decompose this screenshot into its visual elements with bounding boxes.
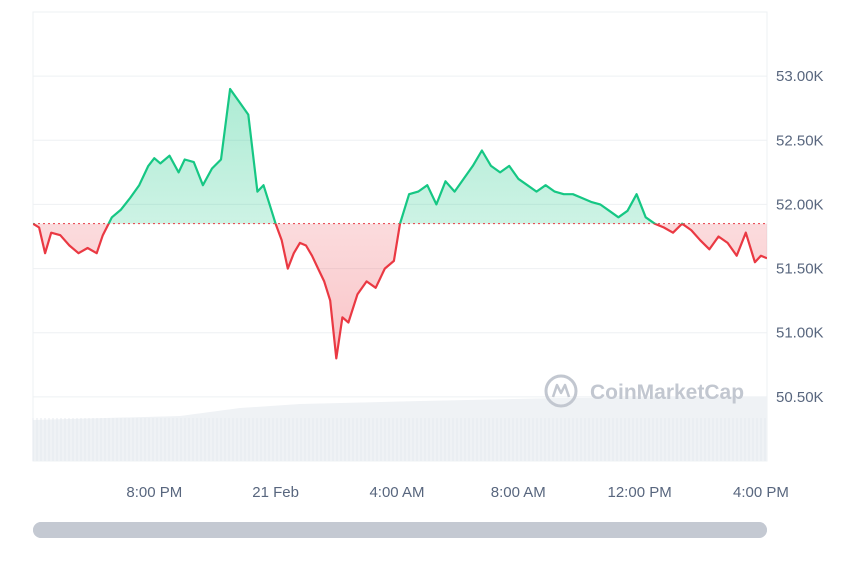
x-tick-label: 21 Feb: [252, 484, 299, 501]
coinmarketcap-watermark: CoinMarketCap: [544, 374, 744, 408]
x-axis: 8:00 PM 21 Feb 4:00 AM 8:00 AM 12:00 PM 4:00 …: [126, 484, 788, 501]
x-tick-label: 4:00 AM: [369, 484, 424, 501]
x-tick-label: 8:00 AM: [491, 484, 546, 501]
time-range-scrollbar[interactable]: [33, 522, 767, 538]
y-tick-label: 52.50K: [776, 132, 824, 149]
y-axis: 50.50K 51.00K 51.50K 52.00K 52.50K 53.00K: [776, 68, 824, 406]
coinmarketcap-wordmark: CoinMarketCap: [590, 381, 744, 404]
y-tick-label: 52.00K: [776, 196, 824, 213]
x-tick-label: 8:00 PM: [126, 484, 182, 501]
scrollbar-thumb[interactable]: [33, 522, 767, 538]
volume-area: [32, 397, 767, 461]
price-lines: [33, 87, 767, 360]
coinmarketcap-logo-icon: [544, 374, 578, 408]
y-tick-label: 50.50K: [776, 389, 824, 406]
price-line-down: [33, 223, 767, 360]
price-line-up: [33, 87, 684, 224]
x-tick-label: 12:00 PM: [608, 484, 672, 501]
area-above-baseline: [108, 89, 655, 224]
x-tick-label: 4:00 PM: [733, 484, 789, 501]
grid-lines: [33, 75, 767, 398]
y-tick-label: 51.00K: [776, 325, 824, 342]
y-tick-label: 53.00K: [776, 68, 824, 85]
price-areas: [33, 89, 767, 359]
y-tick-label: 51.50K: [776, 261, 824, 278]
